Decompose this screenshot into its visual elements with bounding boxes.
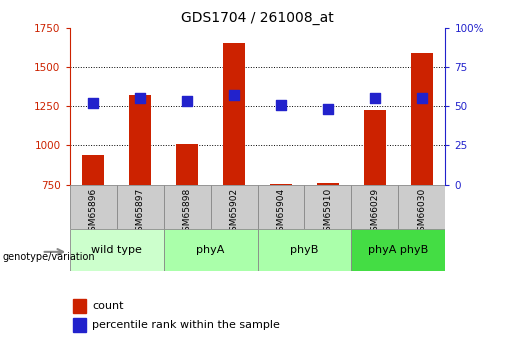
Bar bbox=[177, 144, 198, 185]
Bar bbox=[73, 318, 87, 333]
Text: genotype/variation: genotype/variation bbox=[3, 252, 95, 262]
Bar bbox=[317, 183, 338, 185]
Bar bbox=[116, 185, 164, 229]
Point bbox=[277, 102, 285, 107]
Text: percentile rank within the sample: percentile rank within the sample bbox=[92, 320, 280, 330]
Point bbox=[418, 96, 426, 101]
Text: GSM65904: GSM65904 bbox=[277, 188, 285, 237]
Bar bbox=[70, 185, 116, 229]
Bar bbox=[365, 110, 386, 185]
Bar bbox=[129, 95, 150, 185]
Bar bbox=[70, 229, 164, 271]
Bar bbox=[82, 155, 104, 185]
Point bbox=[183, 99, 191, 104]
Text: phyA phyB: phyA phyB bbox=[368, 245, 428, 255]
Text: GSM65897: GSM65897 bbox=[135, 188, 145, 237]
Text: phyB: phyB bbox=[290, 245, 319, 255]
Text: GSM66029: GSM66029 bbox=[370, 188, 380, 237]
Text: wild type: wild type bbox=[91, 245, 142, 255]
Text: GSM65910: GSM65910 bbox=[323, 188, 333, 237]
Bar bbox=[304, 185, 352, 229]
Bar bbox=[164, 229, 258, 271]
Text: GSM65896: GSM65896 bbox=[89, 188, 97, 237]
Bar bbox=[164, 185, 211, 229]
Point bbox=[89, 100, 97, 106]
Point bbox=[324, 107, 332, 112]
Bar bbox=[352, 229, 445, 271]
Bar bbox=[258, 229, 352, 271]
Text: GSM65902: GSM65902 bbox=[230, 188, 238, 237]
Title: GDS1704 / 261008_at: GDS1704 / 261008_at bbox=[181, 11, 334, 25]
Bar bbox=[352, 185, 399, 229]
Text: GSM65898: GSM65898 bbox=[182, 188, 192, 237]
Bar bbox=[73, 299, 87, 313]
Text: count: count bbox=[92, 301, 124, 311]
Text: phyA: phyA bbox=[196, 245, 225, 255]
Bar bbox=[399, 185, 445, 229]
Point bbox=[136, 96, 144, 101]
Bar bbox=[211, 185, 258, 229]
Bar bbox=[270, 184, 291, 185]
Point bbox=[230, 92, 238, 98]
Bar bbox=[224, 43, 245, 185]
Bar bbox=[411, 53, 433, 185]
Bar bbox=[258, 185, 304, 229]
Text: GSM66030: GSM66030 bbox=[418, 188, 426, 237]
Point bbox=[371, 96, 379, 101]
